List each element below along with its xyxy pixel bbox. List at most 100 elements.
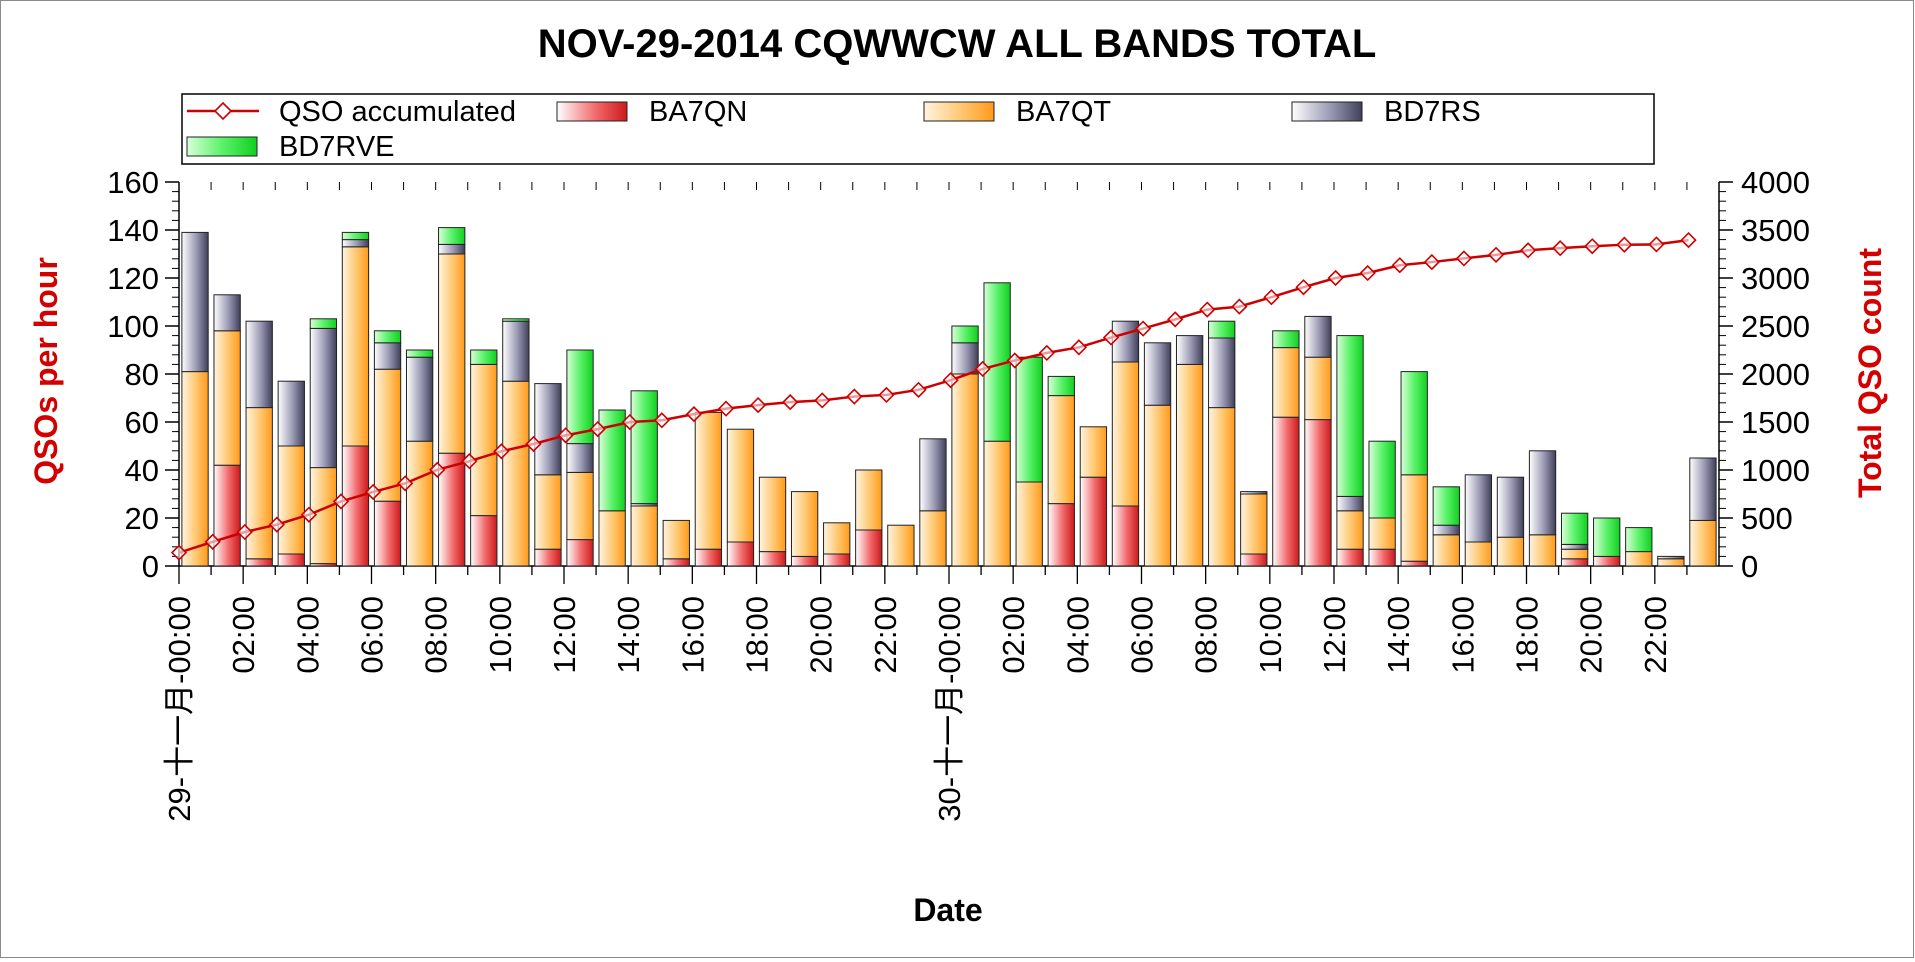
bar-segment-ba7qn xyxy=(213,464,241,567)
bar-segment-ba7qt xyxy=(470,363,498,517)
legend-label-ba7qt: BA7QT xyxy=(1016,96,1111,128)
bar-segment-ba7qn xyxy=(470,515,498,567)
x-tick-label: 02:00 xyxy=(996,596,1031,674)
bar-segment-ba7qt xyxy=(694,411,723,550)
accumulated-point xyxy=(1167,311,1184,328)
accumulated-point xyxy=(170,544,188,561)
bar-segment-ba7qn xyxy=(566,539,594,567)
y-tick-label: 0 xyxy=(142,549,159,584)
x-tick-label: 12:00 xyxy=(547,596,582,674)
bar-segment-bd7rve xyxy=(951,325,979,344)
bar-segment-ba7qt xyxy=(502,380,530,567)
y2-tick-label: 1500 xyxy=(1741,405,1810,440)
accumulated-point xyxy=(653,412,670,429)
x-tick-label: 16:00 xyxy=(675,596,710,674)
bar-segment-bd7rs xyxy=(341,239,370,248)
accumulated-point xyxy=(1423,253,1440,271)
bar-segment-bd7rve xyxy=(1400,371,1428,476)
bar-segment-bd7rve xyxy=(502,318,530,322)
legend-label-ba7qn: BA7QN xyxy=(649,96,747,128)
y2-tick-label: 2000 xyxy=(1741,357,1810,392)
bar-segment-bd7rs xyxy=(1464,474,1493,543)
x-tick-label: 04:00 xyxy=(1060,596,1095,674)
accumulated-point xyxy=(1070,339,1088,356)
bar-segment-ba7qt xyxy=(887,524,915,567)
bar-segment-ba7qt xyxy=(213,330,241,466)
bar-segment-bd7rve xyxy=(309,318,338,329)
y-axis-label: QSOs per hour xyxy=(28,257,64,485)
accumulated-point xyxy=(1006,352,1023,369)
bar-segment-bd7rs xyxy=(919,438,947,512)
bar-segment-ba7qt xyxy=(1272,347,1300,418)
y-tick-label: 40 xyxy=(125,453,159,488)
accumulated-point xyxy=(1134,320,1152,337)
x-tick-label: 22:00 xyxy=(868,596,903,674)
bar-segment-ba7qn xyxy=(855,529,883,567)
bar-segment-ba7qn xyxy=(1368,548,1396,567)
accumulated-point xyxy=(685,405,703,423)
bar-segment-ba7qt xyxy=(341,246,370,447)
bar-segment-bd7rs xyxy=(566,443,594,473)
bar-segment-ba7qt xyxy=(566,471,594,541)
bar-segment-ba7qt xyxy=(1657,558,1685,567)
bar-segment-ba7qt xyxy=(1079,426,1108,478)
bar-segment-ba7qt xyxy=(1047,395,1075,505)
bar-segment-ba7qt xyxy=(1143,404,1172,567)
bar-segment-ba7qt xyxy=(758,476,787,553)
bar-segment-bd7rs xyxy=(277,380,305,447)
bar-segment-ba7qt xyxy=(919,510,947,567)
accumulated-point xyxy=(1487,246,1505,263)
bar-segment-bd7rve xyxy=(373,330,402,344)
x-tick-label: 29-十一月-00:00 xyxy=(162,596,197,822)
bar-segment-ba7qt xyxy=(1111,361,1140,507)
x-tick-label: 06:00 xyxy=(355,596,390,674)
accumulated-line xyxy=(170,231,1697,561)
bar-segment-ba7qn xyxy=(245,558,273,567)
bar-segment-bd7rve xyxy=(1336,335,1364,497)
y2-tick-label: 3000 xyxy=(1741,261,1810,296)
accumulated-point xyxy=(1584,238,1601,255)
bar-segment-bd7rs xyxy=(1143,342,1172,406)
bar-segment-ba7qn xyxy=(1400,560,1428,567)
bar-segment-bd7rs xyxy=(1432,524,1460,536)
accumulated-point xyxy=(782,393,799,411)
bar-segment-ba7qt xyxy=(951,373,979,567)
bar-segment-ba7qt xyxy=(1336,510,1364,550)
accumulated-point xyxy=(1231,298,1248,315)
bar-segment-ba7qn xyxy=(1111,505,1140,567)
bar-segment-bd7rs xyxy=(1496,476,1525,538)
x-tick-label: 06:00 xyxy=(1125,596,1160,674)
accumulated-point xyxy=(942,372,959,389)
bar-segment-bd7rs xyxy=(1689,457,1717,521)
bar-segment-ba7qt xyxy=(1015,481,1043,567)
accumulated-point xyxy=(268,516,285,533)
accumulated-point xyxy=(814,392,831,409)
bar-segment-bd7rve xyxy=(1272,330,1300,349)
x-tick-label: 04:00 xyxy=(290,596,325,674)
chart-title: NOV-29-2014 CQWWCW ALL BANDS TOTAL xyxy=(538,22,1377,66)
bar-segment-bd7rs xyxy=(951,342,979,375)
legend-label-bd7rve: BD7RVE xyxy=(279,131,395,163)
bar-segment-bd7rs xyxy=(1657,555,1685,560)
bar-segment-ba7qt xyxy=(1528,534,1557,567)
accumulated-point xyxy=(878,386,895,404)
bar-segment-ba7qn xyxy=(1593,555,1621,567)
bar-segment-ba7qt xyxy=(1400,474,1428,562)
bar-segment-ba7qt xyxy=(823,522,851,555)
legend-swatch-bd7rs xyxy=(1291,101,1363,122)
bar-segment-ba7qt xyxy=(405,440,434,567)
bar-segment-bd7rs xyxy=(1560,543,1589,550)
accumulated-point xyxy=(1102,329,1120,346)
bar-segment-ba7qn xyxy=(1240,553,1268,567)
x-tick-label: 20:00 xyxy=(804,596,839,674)
accumulated-point xyxy=(621,413,638,431)
y2-axis-label: Total QSO count xyxy=(1852,248,1888,498)
bar-segment-bd7rs xyxy=(1111,320,1140,363)
bar-segment-ba7qt xyxy=(1689,519,1717,567)
y-tick-label: 120 xyxy=(107,261,159,296)
accumulated-point xyxy=(749,396,767,414)
y2-tick-label: 1000 xyxy=(1741,453,1810,488)
bar-segment-bd7rve xyxy=(1593,517,1621,557)
accumulated-point xyxy=(429,461,446,478)
accumulated-point xyxy=(1648,236,1665,253)
